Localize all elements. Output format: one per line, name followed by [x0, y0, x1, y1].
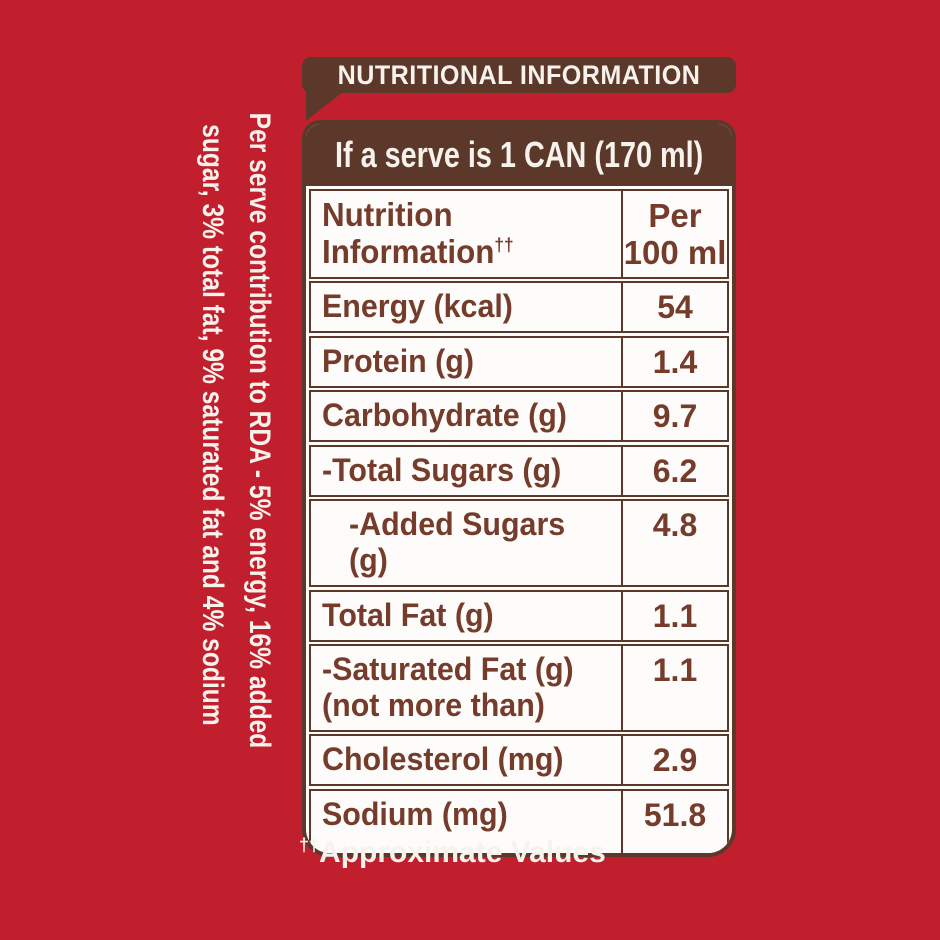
row-label: Sodium (mg) [322, 795, 508, 832]
row-label: -Saturated Fat (g) (not more than) [322, 651, 574, 723]
row-label: -Total Sugars (g) [322, 451, 562, 488]
row-label: Cholesterol (mg) [322, 741, 564, 778]
per-100ml-column-header: Per 100 ml [621, 191, 727, 277]
table-row: -Added Sugars (g) 4.8 [309, 499, 729, 588]
nutrition-table: Nutrition Information†† Per 100 ml Energy … [306, 186, 732, 853]
row-value: 2.9 [621, 736, 727, 785]
nutritional-information-title: NUTRITIONAL INFORMATION [337, 59, 701, 90]
row-label: Protein (g) [322, 342, 474, 379]
row-value: 51.8 [621, 790, 727, 853]
row-label: Carbohydrate (g) [322, 397, 567, 434]
table-row: Protein (g) 1.4 [309, 335, 729, 388]
table-row: Total Fat (g) 1.1 [309, 589, 729, 642]
serve-size-header: If a serve is 1 CAN (170 ml) [306, 124, 732, 186]
row-value: 4.8 [621, 501, 727, 586]
row-value: 6.2 [621, 446, 727, 495]
nutrition-table-card: If a serve is 1 CAN (170 ml) Nutrition In… [302, 120, 736, 857]
dagger-superscript: †† [494, 234, 514, 255]
row-value: 1.4 [621, 337, 727, 386]
rda-side-note-line1: Per serve contribution to RDA - 5% energ… [243, 112, 276, 749]
nutritional-information-title-bar: NUTRITIONAL INFORMATION [302, 57, 736, 93]
table-header-row: Nutrition Information†† Per 100 ml [309, 189, 729, 279]
table-row: Cholesterol (mg) 2.9 [309, 734, 729, 787]
rda-side-note: Per serve contribution to RDA - 5% energ… [187, 113, 283, 812]
table-row: -Saturated Fat (g) (not more than) 1.1 [309, 644, 729, 732]
row-value: 1.1 [621, 591, 727, 640]
row-value: 9.7 [621, 392, 727, 441]
rda-side-note-line2: sugar, 3% total fat, 9% saturated fat an… [196, 124, 229, 726]
callout-pointer-triangle [306, 91, 344, 121]
table-row: -Total Sugars (g) 6.2 [309, 444, 729, 497]
row-label: Total Fat (g) [322, 596, 494, 633]
serve-size-header-text: If a serve is 1 CAN (170 ml) [334, 134, 704, 175]
table-row: Energy (kcal) 54 [309, 281, 729, 334]
row-value: 54 [621, 283, 727, 332]
dagger-superscript: †† [299, 835, 320, 855]
table-row: Sodium (mg) 51.8 [309, 788, 729, 853]
row-value: 1.1 [621, 646, 727, 730]
table-row: Carbohydrate (g) 9.7 [309, 390, 729, 443]
nutrition-column-header: Nutrition Information†† [322, 196, 514, 270]
approximate-values-footnote: ††Approximate Values [299, 835, 606, 869]
row-label: -Added Sugars (g) [349, 506, 566, 579]
row-label: Energy (kcal) [322, 288, 513, 325]
